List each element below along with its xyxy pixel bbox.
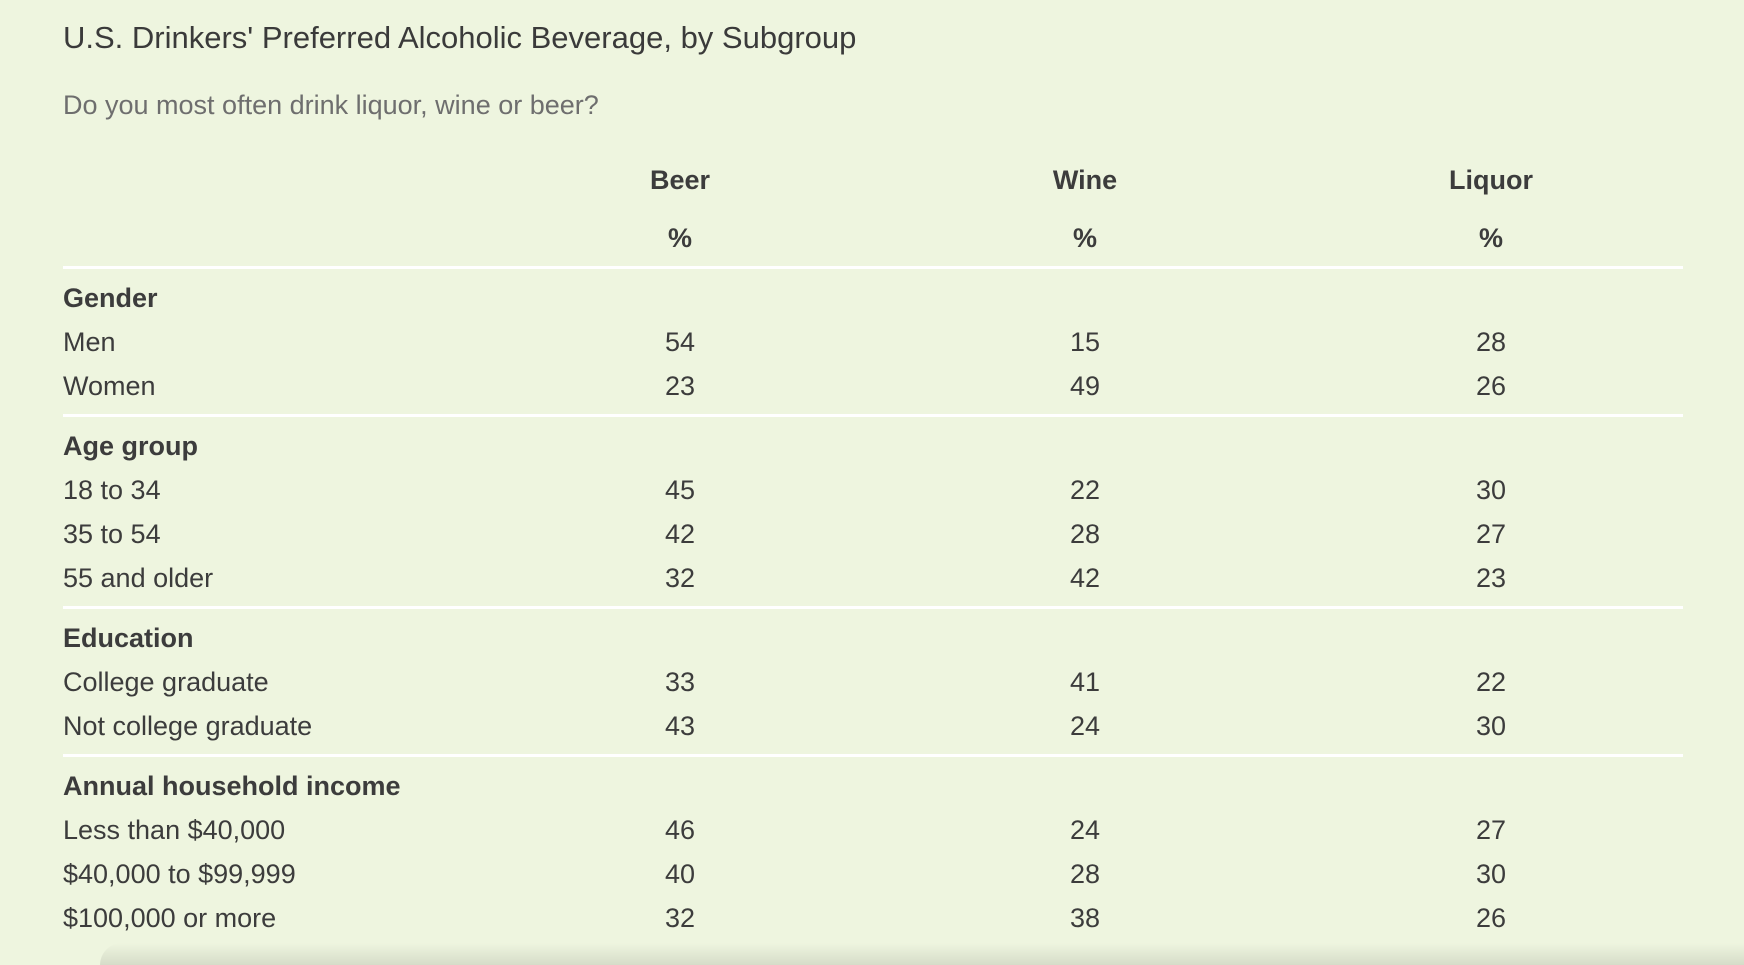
row-label: 18 to 34 [63,475,161,505]
table-cell: 27 [1475,815,1507,845]
table-cell: 46 [664,815,696,845]
table-cell: 41 [1069,667,1101,697]
column-unit-beer: % [667,223,692,253]
row-label: Not college graduate [63,711,313,741]
table-cell: 40 [664,859,696,889]
column-unit-liquor: % [1478,223,1503,253]
row-label: Men [63,327,116,357]
table-cell: 43 [664,711,696,741]
table-cell: 49 [1069,371,1101,401]
table-cell: 42 [664,519,696,549]
row-label: $40,000 to $99,999 [63,859,296,889]
table-cell: 42 [1069,563,1101,593]
bottom-shadow [100,943,1744,965]
page-title: U.S. Drinkers' Preferred Alcoholic Bever… [63,20,857,55]
column-header-liquor: Liquor [1449,165,1533,195]
group-divider [63,754,1683,757]
table-cell: 28 [1069,519,1101,549]
column-unit-wine: % [1072,223,1097,253]
column-header-beer: Beer [649,165,711,195]
row-label: Women [63,371,156,401]
header-divider [63,266,1683,269]
table-cell: 26 [1475,371,1507,401]
table-cell: 33 [664,667,696,697]
table-cell: 23 [664,371,696,401]
row-label: Less than $40,000 [63,815,286,845]
table-cell: 22 [1069,475,1101,505]
row-label: 55 and older [63,563,214,593]
table-cell: 32 [664,903,696,933]
table-cell: 30 [1475,859,1507,889]
row-label: 35 to 54 [63,519,161,549]
table-cell: 24 [1069,711,1101,741]
page-subtitle: Do you most often drink liquor, wine or … [63,90,599,120]
table-cell: 30 [1475,711,1507,741]
table-cell: 38 [1069,903,1101,933]
table-cell: 54 [664,327,696,357]
table-cell: 30 [1475,475,1507,505]
group-label-gender: Gender [63,283,158,313]
group-label-age: Age group [63,431,198,461]
group-divider [63,606,1683,609]
row-label: College graduate [63,667,269,697]
table-cell: 28 [1475,327,1507,357]
table-cell: 23 [1475,563,1507,593]
table-cell: 32 [664,563,696,593]
table-cell: 15 [1069,327,1101,357]
table-cell: 26 [1475,903,1507,933]
table-cell: 27 [1475,519,1507,549]
table-cell: 45 [664,475,696,505]
table-cell: 28 [1069,859,1101,889]
row-label: $100,000 or more [63,903,277,933]
group-divider [63,414,1683,417]
group-label-income: Annual household income [63,771,401,801]
group-label-education: Education [63,623,194,653]
table-cell: 24 [1069,815,1101,845]
column-header-wine: Wine [1052,165,1118,195]
table-cell: 22 [1475,667,1507,697]
